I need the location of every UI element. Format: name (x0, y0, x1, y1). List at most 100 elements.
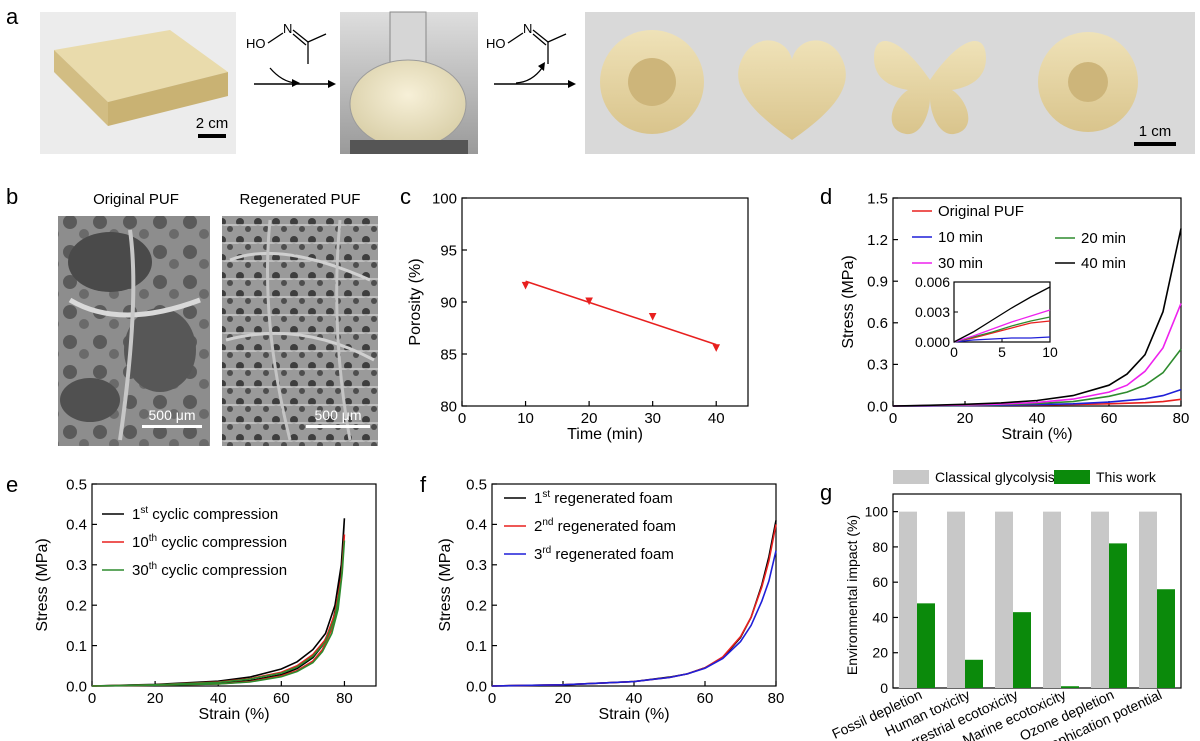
reaction-arrow-2 (494, 62, 576, 88)
y-axis-label: Stress (MPa) (437, 538, 454, 631)
x-axis-label: Strain (%) (1001, 426, 1072, 443)
y-axis-label: Stress (MPa) (840, 255, 857, 348)
y-tick-label: 0.1 (66, 638, 87, 655)
legend-label: 1st regenerated foam (534, 489, 673, 507)
bar (1157, 589, 1175, 688)
inset-x-tick-label: 10 (1042, 344, 1058, 360)
legend-swatch (893, 470, 929, 484)
y-tick-label: 100 (432, 190, 457, 207)
x-tick-label: 60 (1101, 410, 1118, 427)
y-axis-label: Environmental impact (%) (844, 515, 860, 675)
x-tick-label: 80 (336, 690, 353, 707)
sem-scale-label-original: 500 μm (149, 407, 196, 423)
y-tick-label: 0.2 (66, 597, 87, 614)
reaction-arrow-1 (254, 67, 336, 88)
chart-c-porosity: c 0 10 20 30 40 80 85 90 95 100 Time (min) Porosity … (400, 184, 749, 443)
svg-text:HO: HO (486, 36, 506, 51)
x-tick-label: 40 (708, 410, 725, 427)
y-axis-label: Porosity (%) (407, 258, 424, 345)
y-tick-label: 80 (872, 539, 888, 555)
bar (1109, 543, 1127, 688)
y-tick-label: 90 (440, 294, 457, 311)
panel-b: b Original PUF Regenerated PUF 500 μm 50… (6, 184, 378, 446)
sem-scale-bar-regenerated (306, 425, 370, 428)
x-tick-label: 20 (581, 410, 598, 427)
x-tick-label: 60 (697, 690, 714, 707)
y-axis-label: Stress (MPa) (34, 538, 51, 631)
y-tick-label: 0.1 (466, 638, 487, 655)
fit-line (525, 280, 717, 346)
panel-letter-d: d (820, 184, 832, 209)
y-tick-label: 0.3 (867, 357, 888, 374)
y-tick-label: 0.0 (66, 678, 87, 695)
bar (1139, 511, 1157, 688)
legend-label: 10 min (938, 229, 983, 246)
plot-frame (892, 493, 1182, 689)
legend-label: Original PUF (938, 203, 1024, 220)
panel-a: a 2 cm HO N (6, 4, 1195, 154)
chart-f-regenerated-foam: f 0 20 40 60 80 0.0 0.1 0.2 0.3 0.4 0.5 Strain (%) St… (420, 472, 784, 723)
panel-letter-b: b (6, 184, 18, 209)
y-tick-label: 1.5 (867, 190, 888, 207)
legend-label: 1st cyclic compression (132, 505, 278, 523)
panel-letter-a: a (6, 4, 19, 29)
y-tick-label: 0.2 (466, 597, 487, 614)
y-tick-label: 60 (872, 574, 888, 590)
plot-frame (91, 483, 377, 687)
x-tick-label: 20 (555, 690, 572, 707)
y-tick-label: 0.9 (867, 273, 888, 290)
inset-frame (953, 281, 1051, 343)
x-tick-label: 60 (273, 690, 290, 707)
x-tick-label: 10 (517, 410, 534, 427)
x-tick-label: 20 (957, 410, 974, 427)
legend-label: 40 min (1081, 255, 1126, 272)
heart-foam-photo (738, 40, 846, 140)
sun-foam-photo (1038, 32, 1138, 132)
bar (995, 511, 1013, 688)
legend-label: 2nd regenerated foam (534, 517, 676, 535)
plot-frame (491, 483, 777, 687)
x-tick-label: 40 (626, 690, 643, 707)
x-axis-label: Time (min) (567, 426, 643, 443)
x-tick-label: 0 (88, 690, 96, 707)
sem-title-regenerated: Regenerated PUF (240, 191, 361, 208)
legend-label: Classical glycolysis (935, 469, 1055, 485)
series-line (91, 540, 346, 687)
scale-bar-right (1134, 142, 1176, 146)
shaped-foams-photo (585, 12, 1195, 154)
scale-bar-left-label: 2 cm (196, 115, 229, 132)
sem-image-original (58, 216, 210, 446)
bar (917, 603, 935, 688)
series-line (892, 228, 1182, 407)
y-tick-label: 0.5 (66, 476, 87, 493)
inset-series-line (953, 336, 1051, 343)
sem-title-original: Original PUF (93, 191, 179, 208)
series-line (91, 518, 346, 687)
bar (947, 511, 965, 688)
inset-x-tick-label: 0 (950, 344, 958, 360)
scale-bar-right-label: 1 cm (1139, 123, 1172, 140)
svg-text:N: N (523, 21, 532, 36)
panel-letter-e: e (6, 472, 18, 497)
scale-bar-left (198, 134, 226, 138)
inset-series-line (953, 286, 1051, 343)
y-tick-label: 100 (865, 504, 889, 520)
y-tick-label: 0.6 (867, 315, 888, 332)
bar (1061, 686, 1079, 688)
y-tick-label: 0.3 (466, 557, 487, 574)
y-tick-label: 0.4 (66, 517, 87, 534)
x-tick-label: 40 (1029, 410, 1046, 427)
data-point (648, 313, 657, 321)
inset-series-line (953, 320, 1051, 343)
sem-image-regenerated (222, 216, 378, 446)
butterfly-foam-photo (874, 40, 986, 135)
panel-letter-g: g (820, 480, 832, 505)
acetoxime-structure-2: HO N (486, 21, 567, 64)
plot-frame (461, 197, 749, 407)
x-tick-label: 0 (458, 410, 466, 427)
bar (965, 659, 983, 688)
legend-label: 20 min (1081, 230, 1126, 247)
y-tick-label: 20 (872, 645, 888, 661)
x-tick-label: 0 (889, 410, 897, 427)
